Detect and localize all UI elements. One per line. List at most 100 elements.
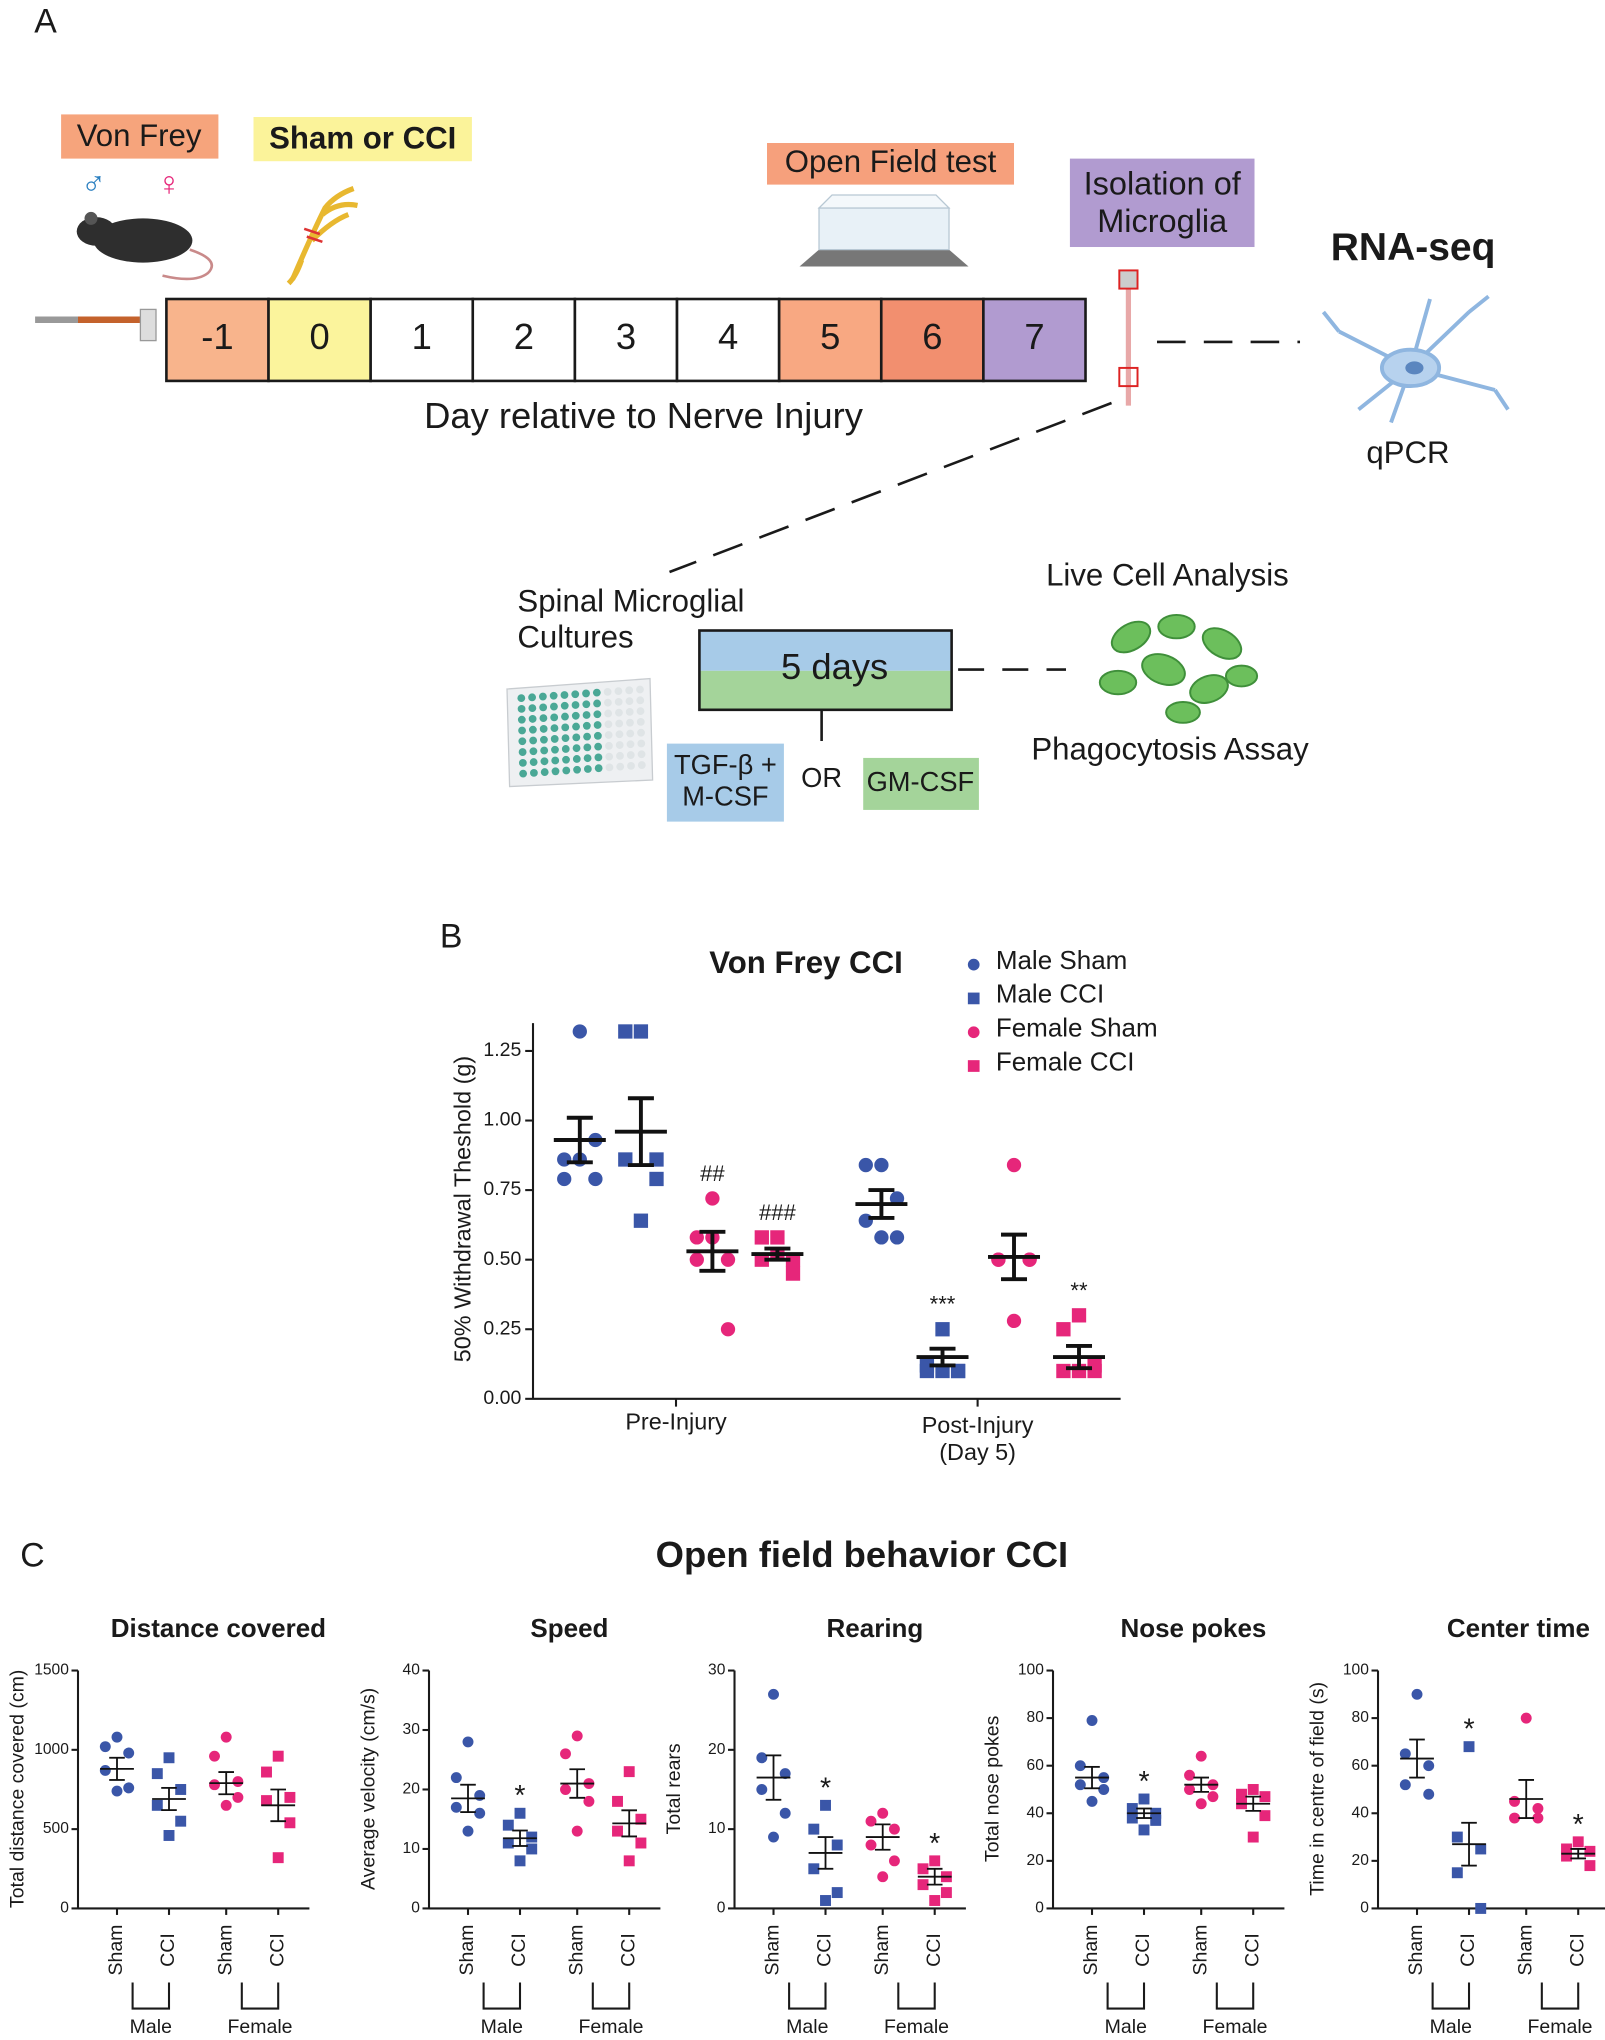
data-point: [785, 1252, 801, 1267]
data-point: [209, 1779, 220, 1791]
condition-box: [666, 743, 784, 822]
data-point: [768, 1688, 779, 1700]
data-point: [820, 1895, 831, 1906]
well: [626, 751, 635, 759]
label: qPCR: [1366, 435, 1449, 470]
label: Phagocytosis Assay: [1031, 732, 1309, 767]
group-bracket: [1431, 1982, 1471, 2010]
timeline-cell: [675, 297, 781, 383]
data-point: [1399, 1779, 1411, 1791]
well: [603, 687, 612, 696]
well: [636, 718, 645, 726]
well: [540, 746, 549, 755]
data-point: [450, 1772, 462, 1784]
well: [593, 721, 602, 729]
label: 5 days: [781, 646, 888, 687]
y-tick-label: 60: [1027, 1757, 1045, 1774]
data-point: [1247, 1784, 1259, 1795]
group-bracket: [1215, 1982, 1255, 2010]
x-tick-label: CCI: [1457, 1933, 1479, 1967]
data-point: [232, 1776, 244, 1788]
well: [560, 701, 569, 710]
y-tick-label: 60: [1352, 1757, 1370, 1774]
group-label: Female: [884, 2016, 949, 2038]
well: [539, 725, 548, 733]
x-tick-label: Sham: [1080, 1925, 1102, 1976]
data-point: [123, 1747, 135, 1759]
data-point: [635, 1837, 647, 1849]
well: [582, 689, 590, 698]
data-point: [1126, 1812, 1138, 1824]
data-point: [831, 1839, 843, 1851]
data-point: [889, 1230, 905, 1245]
data-point: [450, 1801, 462, 1813]
group-label: Male: [786, 2016, 828, 2038]
group-bracket: [482, 1982, 522, 2010]
day-label: 6: [922, 316, 942, 357]
data-point: [929, 1855, 941, 1867]
label-box: [767, 143, 1015, 185]
panel-label: C: [20, 1536, 44, 1574]
label: RNA-seq: [1331, 226, 1496, 269]
data-point: [272, 1750, 284, 1762]
well: [573, 765, 581, 774]
well: [594, 753, 603, 762]
data-point: [1022, 1252, 1037, 1267]
data-point: [1475, 1902, 1487, 1914]
data-point: [618, 1152, 633, 1167]
data-point: [163, 1752, 175, 1764]
well: [615, 708, 623, 717]
well: [637, 761, 646, 769]
day-label: -1: [201, 316, 233, 357]
data-point: [770, 1230, 785, 1245]
data-point: [940, 1887, 952, 1899]
plate-icon: [506, 677, 654, 788]
figure-title: Open field behavior CCI: [656, 1534, 1069, 1575]
data-point: [768, 1831, 779, 1843]
x-tick-label: Post-Injury (Day 5): [922, 1412, 1034, 1465]
well: [550, 702, 558, 711]
data-point: [557, 1152, 572, 1167]
well: [571, 711, 580, 720]
well: [593, 710, 602, 719]
group-bracket: [1106, 1982, 1146, 2010]
data-point: [514, 1807, 526, 1819]
well: [616, 762, 625, 771]
well: [518, 737, 527, 746]
chart-title: Distance covered: [111, 1613, 326, 1643]
panel-label: B: [440, 918, 463, 956]
y-tick-label: 0.25: [483, 1317, 521, 1339]
data-point: [623, 1766, 635, 1778]
group-label: Female: [578, 2016, 643, 2038]
y-tick-label: 0.50: [483, 1248, 521, 1270]
well: [592, 688, 601, 697]
y-tick-label: 0: [411, 1900, 420, 1917]
data-point: [967, 1026, 980, 1039]
data-point: [261, 1766, 272, 1778]
x-tick-label: CCI: [1566, 1933, 1588, 1967]
well: [517, 694, 526, 703]
data-point: [526, 1831, 538, 1843]
chart-title: Rearing: [827, 1613, 924, 1643]
well: [605, 741, 613, 750]
data-point: [1150, 1814, 1162, 1826]
data-point: [919, 1363, 935, 1379]
x-tick-label: Sham: [456, 1925, 478, 1976]
data-point: [1561, 1850, 1572, 1862]
well: [605, 752, 614, 761]
data-point: [1126, 1803, 1138, 1814]
group-bracket: [1540, 1982, 1580, 2010]
data-point: [1411, 1688, 1423, 1700]
annotation: ***: [930, 1292, 956, 1317]
data-point: [689, 1230, 704, 1245]
day-label: 1: [412, 316, 432, 357]
filament-icon: [35, 308, 157, 342]
label: GM-CSF: [867, 766, 975, 797]
data-point: [99, 1741, 111, 1753]
data-point: [99, 1764, 111, 1776]
group-label: Male: [481, 2016, 523, 2038]
label: Spinal Microglial Cultures: [517, 584, 744, 655]
legend-label: Female CCI: [996, 1046, 1135, 1076]
x-tick-label: Sham: [565, 1925, 587, 1976]
